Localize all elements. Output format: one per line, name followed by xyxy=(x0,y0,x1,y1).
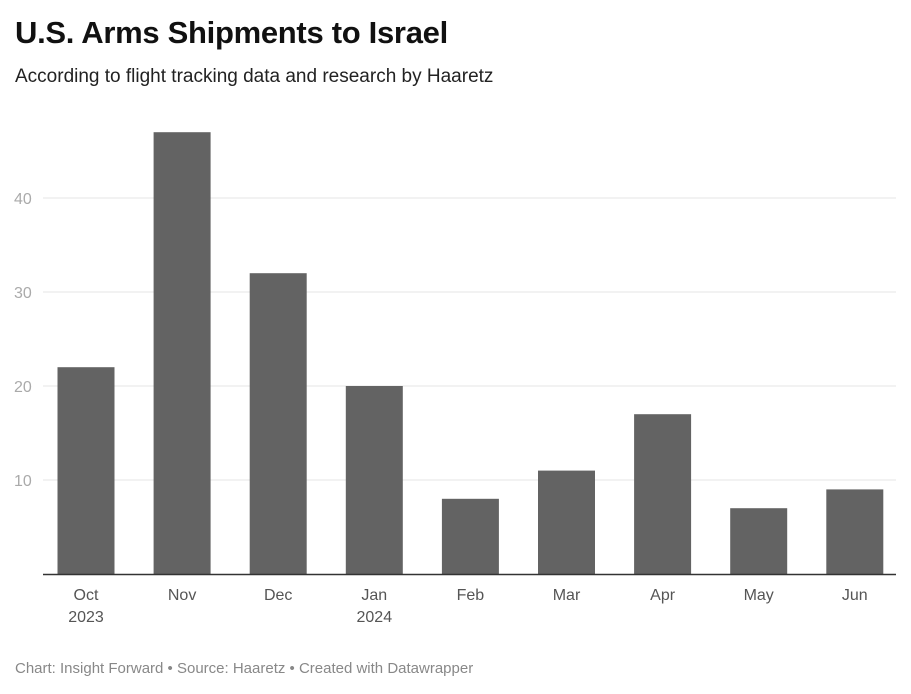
bar-apr xyxy=(634,414,692,574)
x-tick-label: Mar xyxy=(553,587,581,604)
bar-chart: 10 20 30 40 Oct 2023 Nov Dec Jan 2024 Feb Mar Apr Ma… xyxy=(14,132,896,626)
bar-oct xyxy=(57,367,115,574)
x-tick-label: May xyxy=(744,587,774,604)
x-tick-label: Oct xyxy=(74,587,99,604)
bar-may xyxy=(730,508,788,574)
bars xyxy=(57,132,884,574)
chart-title: U.S. Arms Shipments to Israel xyxy=(15,15,448,50)
y-tick-label: 30 xyxy=(14,285,32,302)
x-tick-year-label: 2023 xyxy=(68,609,104,626)
bar-feb xyxy=(441,498,499,574)
x-tick-year-label: 2024 xyxy=(357,609,393,626)
x-tick-label: Jan xyxy=(361,587,387,604)
x-tick-label: Apr xyxy=(650,587,676,604)
chart-area: 10 20 30 40 Oct 2023 Nov Dec Jan 2024 Feb Mar Apr Ma… xyxy=(0,110,911,640)
bar-nov xyxy=(153,132,211,574)
bar-mar xyxy=(538,470,595,574)
x-tick-label: Dec xyxy=(264,587,292,604)
x-axis-labels: Oct 2023 Nov Dec Jan 2024 Feb Mar Apr May Jun xyxy=(68,587,867,626)
chart-header: U.S. Arms Shipments to Israel According … xyxy=(15,14,896,89)
x-tick-label: Feb xyxy=(457,587,485,604)
y-tick-label: 40 xyxy=(14,191,32,208)
bar-jan xyxy=(345,386,403,574)
x-tick-label: Jun xyxy=(842,587,868,604)
chart-subtitle: According to flight tracking data and re… xyxy=(15,66,494,87)
y-tick-label: 10 xyxy=(14,473,32,490)
y-axis-ticks: 10 20 30 40 xyxy=(14,191,32,490)
bar-dec xyxy=(249,273,307,574)
y-tick-label: 20 xyxy=(14,379,32,396)
x-tick-label: Nov xyxy=(168,587,196,604)
bar-jun xyxy=(826,489,884,574)
chart-footer-credit: Chart: Insight Forward • Source: Haaretz… xyxy=(15,660,474,677)
